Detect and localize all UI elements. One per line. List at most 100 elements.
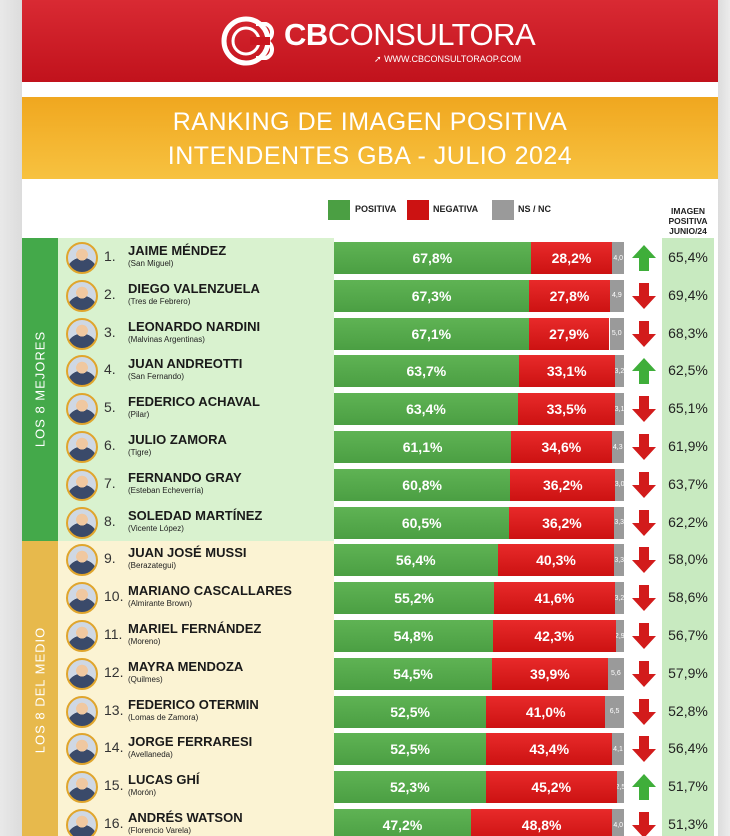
legend-positive-label: POSITIVA [355, 204, 397, 214]
negative-bar-segment: 33,5% [517, 393, 615, 426]
trend-up-arrow-icon [632, 774, 656, 801]
rank-number: 5. [104, 399, 116, 416]
title-line-1: RANKING DE IMAGEN POSITIVA [172, 108, 568, 136]
previous-positive-value: 69,4% [668, 286, 708, 303]
stacked-bar: 47,2% 48,8% 4,0 [334, 809, 624, 836]
table-row: 6. JULIO ZAMORA (Tigre) 61,1% 34,6% 4,3 61,9% [22, 429, 718, 465]
positive-bar-segment: 52,5% [334, 733, 487, 766]
nsnc-bar-segment: 4,1 [612, 733, 624, 766]
legend-negative-swatch [407, 200, 429, 220]
positive-bar-segment: 67,3% [334, 279, 530, 312]
negative-bar-segment: 41,0% [486, 695, 606, 728]
positive-bar-segment: 67,1% [334, 317, 529, 350]
previous-positive-value: 62,5% [668, 362, 708, 379]
stacked-bar: 54,5% 39,9% 5,6 [334, 657, 624, 690]
municipality-name: (Esteban Echeverría) [128, 485, 204, 495]
trend-down-arrow-icon [632, 547, 656, 574]
nsnc-bar-segment: 3,0 [615, 468, 624, 501]
mayor-name: JAIME MÉNDEZ [128, 243, 227, 258]
positive-bar-segment: 52,3% [334, 771, 486, 804]
municipality-name: (Quilmes) [128, 674, 163, 684]
table-row: 3. LEONARDO NARDINI (Malvinas Argentinas) 6… [22, 316, 718, 352]
negative-bar-segment: 41,6% [494, 582, 615, 615]
avatar [66, 242, 98, 274]
legend-positive-swatch [328, 200, 350, 220]
mayor-name: MAYRA MENDOZA [128, 658, 244, 674]
rank-number: 3. [104, 323, 116, 340]
negative-bar-segment: 36,2% [510, 468, 616, 501]
municipality-name: (San Fernando) [128, 372, 185, 382]
mayor-name: MARIEL FERNÁNDEZ [128, 621, 262, 636]
previous-positive-value: 62,2% [668, 513, 708, 530]
stacked-bar: 60,8% 36,2% 3,0 [334, 468, 624, 501]
avatar [66, 279, 98, 312]
rank-number: 10. [104, 588, 124, 605]
trend-down-arrow-icon [632, 471, 656, 498]
avatar [66, 695, 98, 728]
positive-bar-segment: 54,8% [334, 620, 493, 652]
rank-number: 8. [104, 512, 116, 529]
negative-bar-segment: 27,9% [528, 317, 610, 350]
negative-bar-segment: 33,1% [518, 355, 615, 388]
trend-up-arrow-icon [632, 358, 656, 385]
avatar [66, 582, 98, 615]
mayor-name: SOLEDAD MARTÍNEZ [128, 507, 263, 523]
stacked-bar: 52,5% 41,0% 6,5 [334, 695, 624, 728]
stacked-bar: 67,1% 27,9% 5,0 [334, 317, 624, 350]
stacked-bar: 55,2% 41,6% 3,2 [334, 582, 624, 615]
legend-nsnc-label: NS / NC [518, 204, 552, 214]
avatar [66, 657, 98, 690]
trend-down-arrow-icon [632, 623, 656, 649]
trend-down-arrow-icon [632, 660, 656, 687]
previous-positive-value: 56,7% [668, 627, 708, 643]
table-row: 7. FERNANDO GRAY (Esteban Echeverría) 60,8%… [22, 467, 718, 503]
brand-url[interactable]: ➚ WWW.CBCONSULTORAOP.COM [374, 54, 522, 64]
trend-down-arrow-icon [632, 698, 656, 725]
previous-positive-value: 51,7% [668, 778, 708, 795]
avatar [66, 771, 98, 804]
mayor-name: FEDERICO OTERMIN [128, 696, 259, 712]
rank-number: 13. [104, 701, 124, 718]
rank-number: 15. [104, 777, 124, 794]
municipality-name: (Berazategui) [128, 561, 177, 571]
rank-number: 6. [104, 437, 116, 453]
legend-nsnc-swatch [492, 200, 514, 220]
trend-down-arrow-icon [632, 282, 656, 309]
nsnc-bar-segment: 4,0 [612, 242, 624, 274]
stacked-bar: 63,7% 33,1% 3,2 [334, 355, 624, 388]
table-row: 2. DIEGO VALENZUELA (Tres de Febrero) 67,3%… [22, 278, 718, 314]
stacked-bar: 52,3% 45,2% 2,5 [334, 771, 624, 804]
positive-bar-segment: 61,1% [334, 431, 512, 463]
brand-header: CBCONSULTORA ➚ WWW.CBCONSULTORAOP.COM [22, 0, 718, 82]
previous-positive-value: 63,7% [668, 475, 708, 492]
legend-negative-label: NEGATIVA [433, 204, 479, 214]
table-row: 5. FEDERICO ACHAVAL (Pilar) 63,4% 33,5% 3,1 65… [22, 391, 718, 427]
nsnc-bar-segment: 2,9 [615, 620, 624, 652]
previous-positive-value: 57,9% [668, 664, 708, 681]
municipality-name: (Morón) [128, 788, 157, 798]
mayor-name: LEONARDO NARDINI [128, 318, 261, 334]
municipality-name: (Florencio Varela) [128, 826, 191, 835]
previous-positive-value: 61,9% [668, 438, 708, 454]
negative-bar-segment: 34,6% [511, 431, 612, 463]
avatar [66, 733, 98, 766]
nsnc-bar-segment: 3,1 [615, 393, 624, 426]
rank-number: 16. [104, 815, 124, 831]
stacked-bar: 61,1% 34,6% 4,3 [334, 431, 624, 463]
mayor-name: FERNANDO GRAY [128, 469, 242, 485]
trend-down-arrow-icon [632, 509, 656, 536]
nsnc-bar-segment: 3,3 [614, 544, 624, 577]
nsnc-bar-segment: 3,2 [614, 355, 624, 388]
negative-bar-segment: 40,3% [497, 544, 615, 577]
cursor-icon: ➚ [374, 54, 382, 64]
negative-bar-segment: 28,2% [530, 242, 613, 274]
negative-bar-segment: 48,8% [470, 809, 613, 836]
mayor-name: DIEGO VALENZUELA [128, 280, 260, 296]
nsnc-bar-segment: 3,2 [614, 582, 624, 615]
table-row: 4. JUAN ANDREOTTI (San Fernando) 63,7% 33,1%… [22, 353, 718, 389]
municipality-name: (Almirante Brown) [128, 599, 193, 609]
avatar [66, 809, 98, 836]
rank-number: 7. [104, 474, 116, 491]
municipality-name: (Vicente López) [128, 523, 184, 533]
trend-down-arrow-icon [632, 396, 656, 423]
